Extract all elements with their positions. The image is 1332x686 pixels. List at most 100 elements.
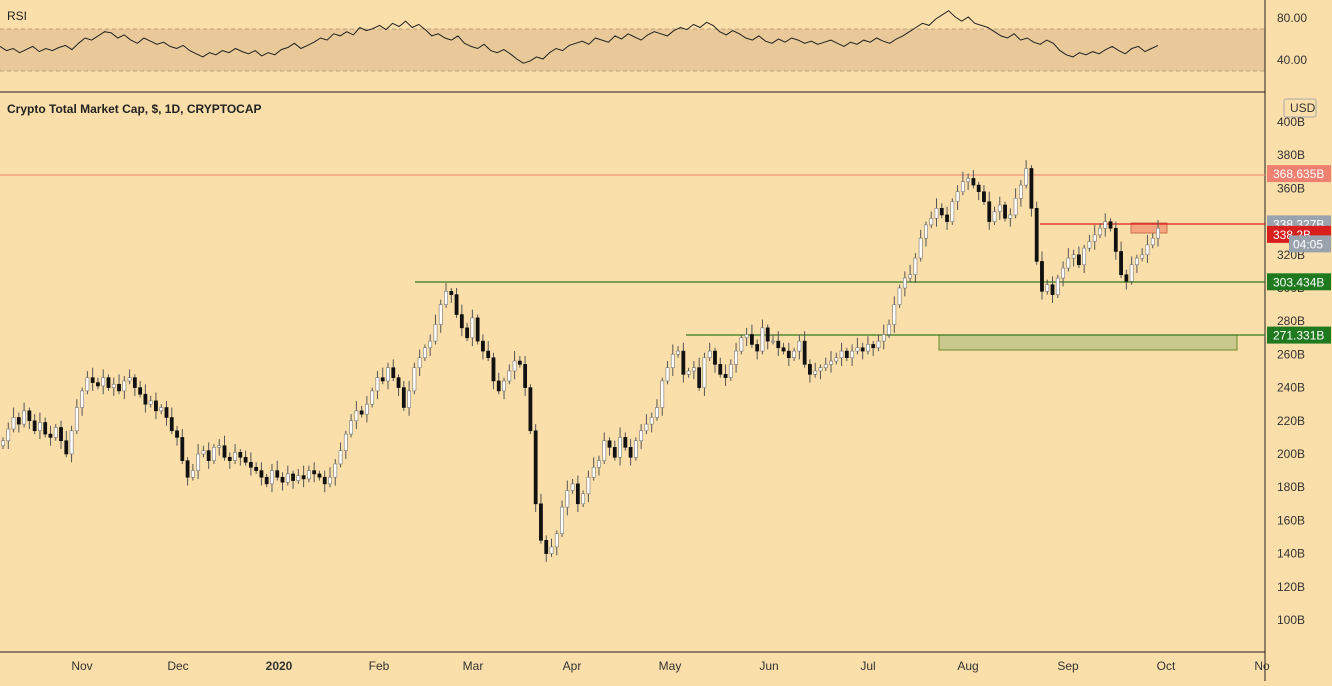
candle-body (644, 423, 649, 432)
candle-body (665, 367, 670, 382)
candle-body (939, 208, 944, 216)
candle-body (607, 440, 612, 448)
candle-body (1103, 221, 1108, 229)
candle-body (375, 377, 380, 392)
candle-body (1018, 184, 1023, 199)
price-tag-box (1267, 165, 1331, 183)
candle-body (475, 317, 480, 342)
candle-body (32, 420, 37, 432)
resistance-zone[interactable] (1130, 222, 1168, 234)
candle-body (154, 400, 158, 412)
candle-body (918, 237, 923, 259)
currency-button[interactable] (1283, 98, 1317, 118)
candle-body (734, 350, 738, 365)
candle-body (1156, 227, 1160, 239)
y-tick-label: 140B (1277, 547, 1305, 561)
candle-body (1108, 221, 1113, 229)
candle-body (459, 314, 464, 329)
support-zone[interactable] (938, 334, 1238, 351)
candle-body (902, 277, 907, 289)
candle-body (201, 450, 206, 455)
candle-body (1066, 257, 1071, 269)
candle-body (175, 430, 179, 438)
candle-body (380, 377, 385, 382)
candle-body (913, 257, 918, 276)
candle-body (1003, 204, 1007, 219)
countdown-box (1289, 235, 1331, 253)
y-tick-label: 240B (1277, 381, 1305, 395)
candle-body (1076, 254, 1081, 266)
candle-body (301, 475, 306, 480)
price-tag-label: 368.635B (1273, 167, 1324, 181)
candle-body (560, 506, 564, 534)
x-tick-label: Nov (71, 659, 92, 673)
rsi-pane: RSI 80.00 40.00 (0, 9, 1307, 72)
price-axis[interactable]: 100B 120B 140B 160B 180B 200B 220B 240B 260B 280B… (1277, 115, 1305, 627)
candle-body (64, 440, 69, 455)
candle-body (681, 350, 686, 375)
candle-body (233, 452, 237, 461)
y-tick-label: 100B (1277, 613, 1305, 627)
candle-body (1087, 241, 1092, 249)
candle-body (945, 214, 949, 222)
candle-body (929, 217, 934, 226)
candle-body (765, 327, 770, 342)
candle-body (950, 201, 955, 222)
candle-body (370, 390, 375, 405)
candle-body (628, 447, 633, 458)
candle-body (264, 476, 269, 485)
candle-body (206, 450, 211, 461)
candle-body (771, 340, 775, 343)
candle-body (217, 445, 222, 448)
candle-body (897, 287, 902, 305)
candle-body (823, 364, 828, 368)
candle-body (639, 430, 644, 442)
candle-body (465, 327, 470, 339)
candle-body (428, 340, 433, 349)
candle-body (386, 367, 390, 382)
candle-body (396, 377, 401, 388)
candle-body (1029, 168, 1034, 209)
candles (1, 160, 1160, 562)
candle-body (90, 377, 95, 383)
candle-body (496, 380, 501, 392)
candle-body (444, 291, 448, 305)
candle-body (1050, 284, 1055, 295)
candle-body (676, 350, 680, 355)
candle-body (850, 350, 855, 359)
candle-body (185, 460, 190, 478)
countdown-label: 04:05 (1293, 237, 1323, 251)
candle-body (454, 294, 459, 315)
candle-body (449, 291, 454, 295)
candle-body (744, 334, 749, 339)
candle-body (649, 417, 654, 425)
candle-body (333, 463, 338, 478)
candle-body (138, 387, 143, 395)
x-tick-label: Aug (957, 659, 978, 673)
y-tick-label: 280B (1277, 314, 1305, 328)
x-tick-label: May (659, 659, 682, 673)
candle-body (528, 387, 533, 432)
candle-body (101, 377, 106, 387)
rsi-title: RSI (7, 9, 27, 23)
y-tick-label: 380B (1277, 148, 1305, 162)
y-tick-label: 120B (1277, 580, 1305, 594)
x-tick-label: Apr (563, 659, 582, 673)
candle-body (982, 191, 986, 202)
x-tick-label: Jul (860, 659, 875, 673)
candle-body (48, 433, 53, 438)
candle-body (591, 466, 596, 478)
time-axis[interactable]: Nov Dec 2020 Feb Mar Apr May Jun Jul Aug Sep Oct No (71, 659, 1270, 673)
x-tick-label: Oct (1157, 659, 1176, 673)
candle-body (1055, 277, 1060, 295)
candle-body (196, 453, 201, 471)
candle-body (781, 347, 786, 352)
candle-body (127, 377, 132, 382)
candle-body (1124, 274, 1129, 282)
candle-body (117, 383, 121, 392)
candle-body (792, 350, 796, 359)
x-tick-label: Dec (167, 659, 188, 673)
candle-body (691, 367, 696, 372)
